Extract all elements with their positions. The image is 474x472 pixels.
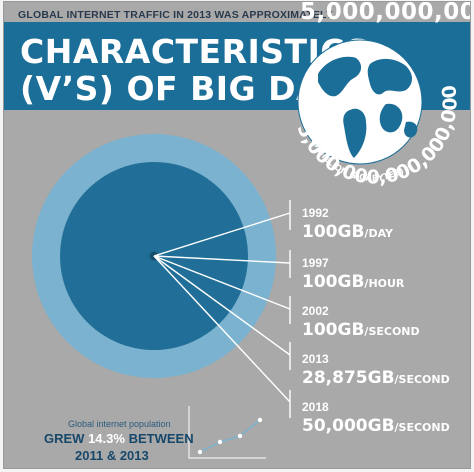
milestone-unit: GB bbox=[367, 416, 395, 436]
milestone-number: 50,000 bbox=[302, 416, 368, 436]
population-grew: GREW bbox=[44, 431, 85, 446]
header-intro: GLOBAL INTERNET TRAFFIC IN 2013 WAS APPR… bbox=[18, 9, 333, 21]
milestone-unit: GB bbox=[337, 320, 365, 340]
milestone-number: 100 bbox=[302, 320, 338, 340]
milestone-per: /DAY bbox=[364, 227, 393, 240]
population-years: 2011 & 2013 bbox=[75, 448, 149, 463]
milestone-value-2018: 50,000GB/SECOND bbox=[302, 416, 450, 436]
milestone-value-1997: 100GB/HOUR bbox=[302, 272, 404, 292]
milestone-unit: GB bbox=[367, 368, 395, 388]
milestone-year-1992: 1992 bbox=[302, 206, 329, 220]
milestone-per: /SECOND bbox=[394, 421, 450, 434]
pointer-line-2002 bbox=[153, 255, 291, 310]
infographic-frame: GLOBAL INTERNET TRAFFIC IN 2013 WAS APPR… bbox=[3, 1, 471, 469]
header-big-number: 5,000,000,000,000,000,000 bbox=[300, 1, 471, 25]
volume-diagram bbox=[32, 134, 291, 459]
milestone-year-2013: 2013 bbox=[302, 352, 329, 366]
population-growth: GREW 14.3% BETWEEN bbox=[44, 431, 194, 446]
globe-group: 5,000,000,000,000,000,000 BYTES (5 BILLI… bbox=[266, 12, 470, 202]
pointer-line-1992 bbox=[153, 212, 291, 257]
milestone-year-1997: 1997 bbox=[302, 256, 329, 270]
milestone-unit: GB bbox=[337, 272, 365, 292]
pointer-line-1997 bbox=[153, 255, 291, 264]
milestone-number: 28,875 bbox=[302, 368, 368, 388]
growth-chart-icon bbox=[188, 406, 266, 459]
milestone-year-2002: 2002 bbox=[302, 304, 329, 318]
population-caption: Global internet population bbox=[68, 419, 171, 429]
globe-svg: 5,000,000,000,000,000,000 BYTES (5 BILLI… bbox=[266, 12, 462, 189]
globe-icon bbox=[297, 39, 423, 165]
population-between: BETWEEN bbox=[128, 431, 194, 446]
milestone-number: 100 bbox=[302, 272, 338, 292]
milestone-value-2013: 28,875GB/SECOND bbox=[302, 368, 450, 388]
milestone-year-2018: 2018 bbox=[302, 400, 329, 414]
milestone-per: /HOUR bbox=[364, 277, 405, 290]
population-pct: 14.3% bbox=[88, 431, 125, 446]
pointer-lines bbox=[153, 200, 291, 418]
pointer-line-2013 bbox=[153, 255, 291, 356]
milestone-per: /SECOND bbox=[364, 325, 420, 338]
milestone-value-1992: 100GB/DAY bbox=[302, 222, 393, 242]
milestone-unit: GB bbox=[337, 222, 365, 242]
milestone-value-2002: 100GB/SECOND bbox=[302, 320, 420, 340]
milestone-per: /SECOND bbox=[394, 373, 450, 386]
pointer-line-2018 bbox=[153, 255, 291, 403]
milestone-number: 100 bbox=[302, 222, 338, 242]
